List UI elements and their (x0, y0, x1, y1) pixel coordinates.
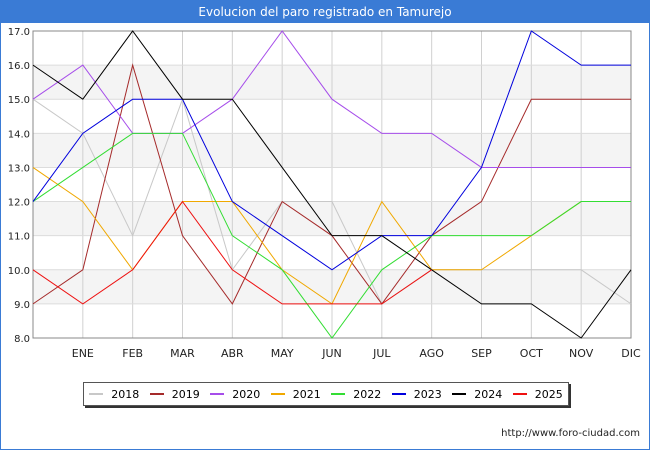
legend-label: 2023 (413, 387, 442, 401)
legend-swatch (512, 393, 527, 395)
x-tick-label: SEP (471, 347, 492, 360)
y-tick-label: 15.0 (8, 95, 30, 106)
x-tick-label: DIC (621, 347, 641, 360)
legend-label: 2018 (111, 387, 140, 401)
y-tick-label: 11.0 (8, 232, 30, 243)
legend-swatch (452, 393, 467, 395)
series-line-2018 (32, 97, 632, 305)
legend-label: 2019 (171, 387, 200, 401)
y-tick-label: 13.0 (8, 163, 30, 174)
legend-item-2021: 2021 (270, 387, 321, 401)
legend-item-2022: 2022 (331, 388, 381, 401)
x-tick-label: JUN (321, 347, 342, 360)
legend-item-2020: 2020 (210, 388, 260, 401)
series-line-2023 (32, 30, 631, 271)
series-line-2022 (32, 132, 631, 339)
legend-label: 2020 (232, 387, 261, 401)
legend-label: 2021 (292, 387, 321, 401)
y-tick-label: 10.0 (8, 266, 30, 277)
chart-title: Evolucion del paro registrado en Tamurej… (1, 1, 649, 23)
x-tick-label: NOV (569, 347, 594, 360)
y-tick-label: 17.0 (8, 27, 30, 38)
x-tick-label: MAY (271, 347, 294, 360)
legend-swatch (149, 393, 164, 395)
legend-swatch (391, 393, 406, 395)
legend-label: 2025 (534, 387, 563, 401)
source-credit: http://www.foro-ciudad.com (501, 428, 640, 439)
x-tick-label: ABR (221, 347, 244, 360)
legend-swatch (89, 393, 104, 395)
legend: 2018 2019 2020 2021 2022 2023 2024 2025 (83, 382, 569, 406)
y-tick-label: 16.0 (8, 61, 30, 72)
x-tick-label: JUL (372, 347, 391, 360)
series-line-2025 (32, 200, 432, 305)
x-tick-label: ENE (72, 347, 94, 360)
legend-label: 2022 (353, 387, 382, 401)
legend-item-2023: 2023 (391, 387, 442, 401)
legend-item-2019: 2019 (149, 387, 200, 401)
legend-swatch (331, 393, 346, 395)
x-tick-label: FEB (122, 347, 143, 360)
x-tick-label: OCT (520, 347, 543, 360)
x-tick-label: MAR (170, 347, 195, 360)
legend-swatch (270, 393, 285, 395)
series-line-2024 (32, 30, 632, 339)
y-tick-label: 9.0 (14, 300, 30, 311)
y-tick-label: 8.0 (14, 334, 30, 345)
legend-label: 2024 (474, 387, 503, 401)
legend-item-2024: 2024 (452, 388, 502, 401)
legend-swatch (210, 393, 225, 395)
legend-item-2018: 2018 (89, 388, 139, 401)
y-tick-label: 12.0 (8, 198, 30, 209)
y-tick-label: 14.0 (8, 129, 30, 140)
legend-item-2025: 2025 (512, 387, 563, 401)
x-tick-label: AGO (419, 347, 444, 360)
